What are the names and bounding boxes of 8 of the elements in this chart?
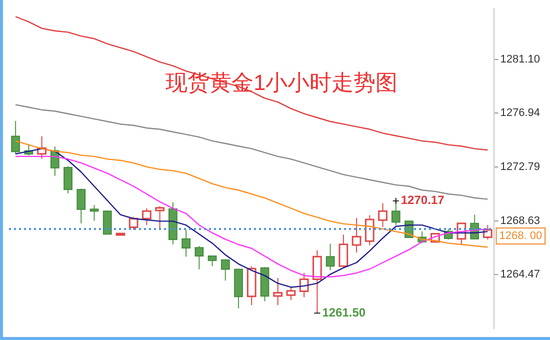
y-tick-label: 1264.47 xyxy=(500,268,540,281)
y-tick-label: 1268.63 xyxy=(500,214,540,227)
y-tick-label: 1281.10 xyxy=(500,53,540,66)
y-tick-label: 1272.79 xyxy=(500,160,540,173)
ref-line-label: 1268. 00 xyxy=(499,230,542,242)
annotation: 1261.50 xyxy=(322,305,366,320)
y-tick-label: 1276.94 xyxy=(500,107,540,120)
annotation: 1270.17 xyxy=(400,193,445,208)
